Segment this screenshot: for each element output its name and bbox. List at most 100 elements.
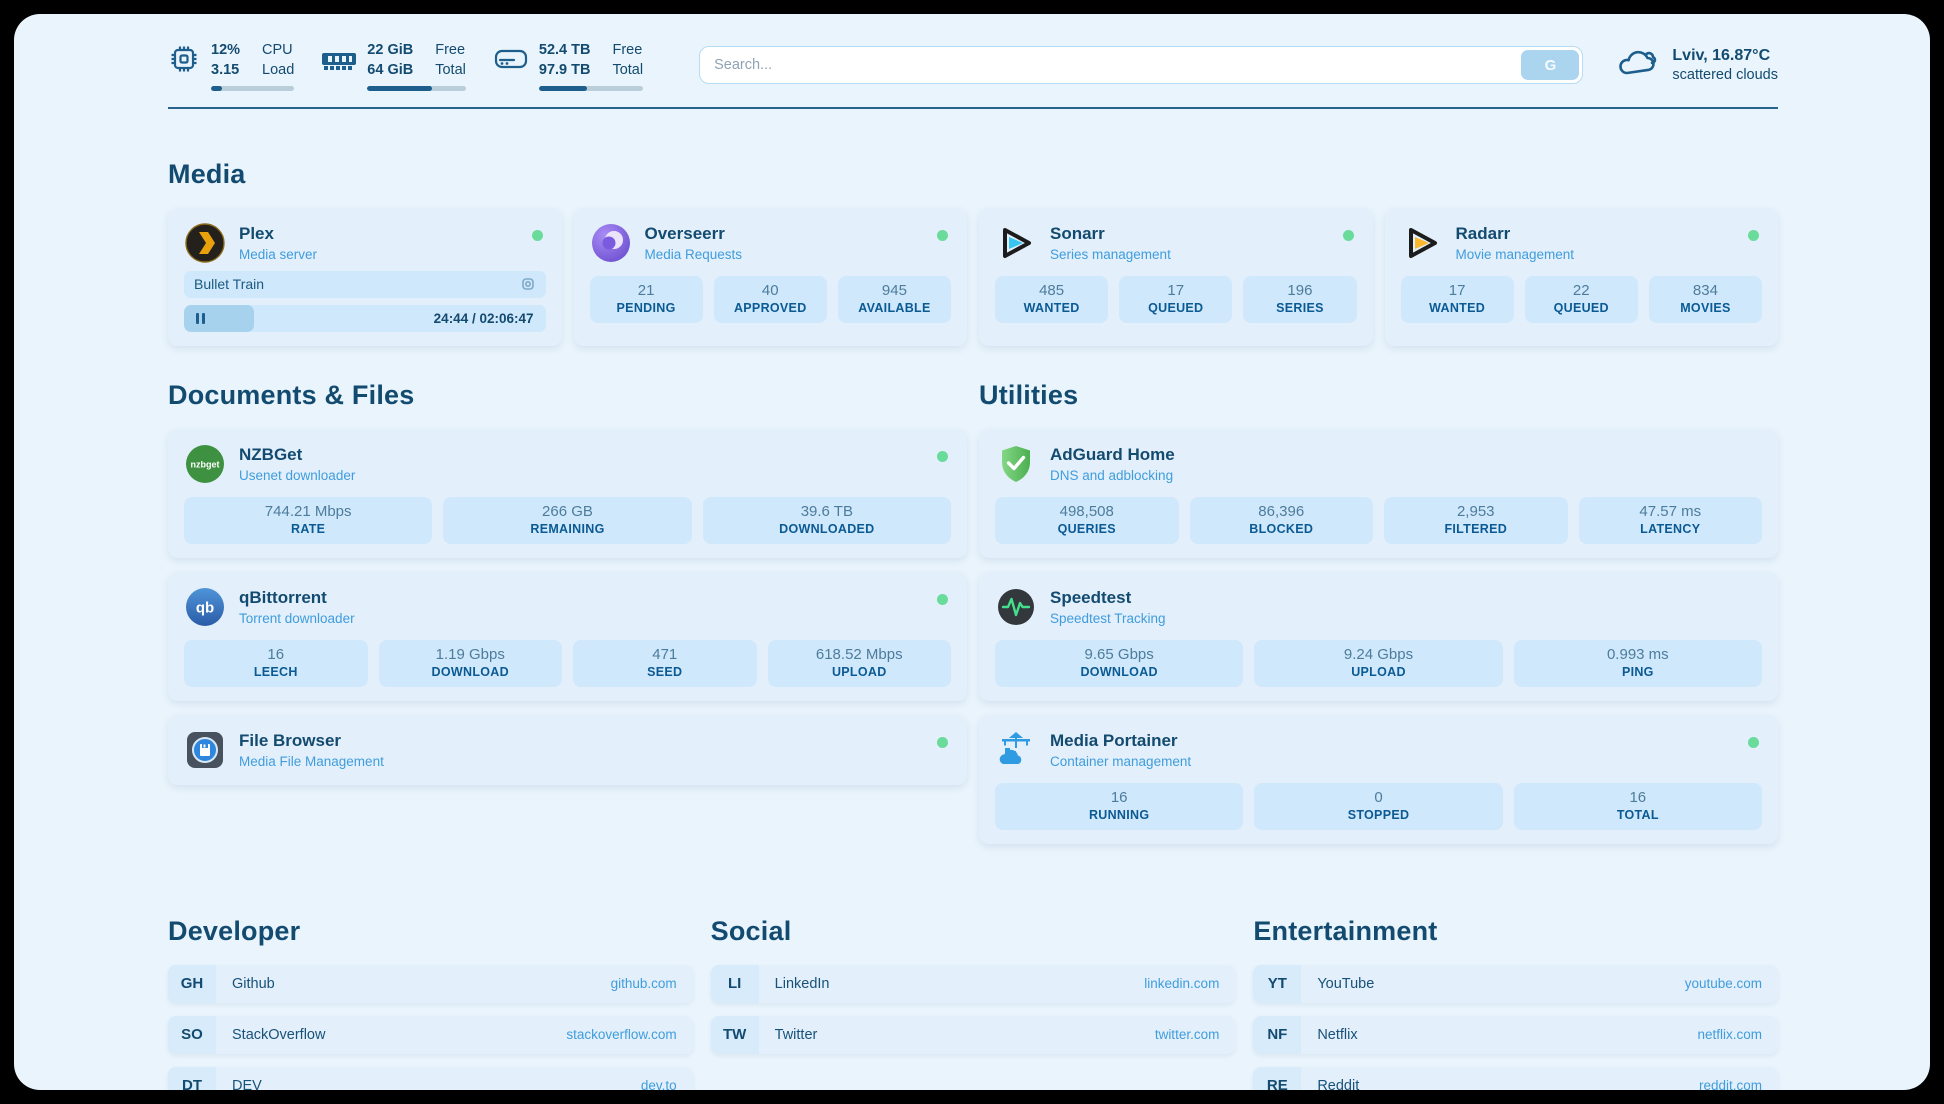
- svg-text:qb: qb: [196, 599, 214, 616]
- qbittorrent-stat-leech: 16 LEECH: [184, 639, 368, 687]
- portainer-icon: [995, 729, 1037, 771]
- cloud-icon: [1617, 45, 1659, 86]
- ram-free-value: 22 GiB: [367, 42, 414, 58]
- adguard-stat-blocked: 86,396 BLOCKED: [1189, 496, 1373, 544]
- reddit-badge: RE: [1253, 1066, 1302, 1090]
- qbittorrent-subtitle: Torrent downloader: [239, 610, 355, 626]
- portainer-name: Media Portainer: [1050, 730, 1178, 750]
- settings-icon[interactable]: [520, 276, 536, 292]
- weather-condition: scattered clouds: [1672, 67, 1778, 84]
- plex-playback-time: 24:44 / 02:06:47: [433, 310, 534, 326]
- radarr-name: Radarr: [1455, 223, 1511, 243]
- section-title-developer: Developer: [168, 915, 301, 946]
- link-github[interactable]: GH Github github.com: [168, 964, 693, 1003]
- speedtest-subtitle: Speedtest Tracking: [1050, 610, 1166, 626]
- search-input[interactable]: [700, 57, 1583, 74]
- sonarr-stat-series: 196 SERIES: [1243, 275, 1357, 323]
- section-title-documents: Documents & Files: [168, 379, 415, 410]
- overseerr-stat-pending: 21 PENDING: [589, 275, 703, 323]
- link-netflix[interactable]: NF Netflix netflix.com: [1253, 1015, 1778, 1054]
- disk-progress-track: [538, 85, 644, 91]
- disk-label1: Free: [612, 42, 643, 58]
- speedtest-card[interactable]: Speedtest Speedtest Tracking 9.65 Gbps D…: [979, 571, 1778, 701]
- adguard-stat-filtered: 2,953 FILTERED: [1384, 496, 1568, 544]
- search-engine-button[interactable]: G: [1521, 50, 1580, 81]
- radarr-card[interactable]: Radarr Movie management 17 WANTED 22 QUE…: [1384, 207, 1778, 346]
- speedtest-stat-ping: 0.993 ms PING: [1513, 639, 1762, 687]
- overseerr-stat-approved: 40 APPROVED: [713, 275, 827, 323]
- link-reddit[interactable]: RE Reddit reddit.com: [1253, 1066, 1778, 1090]
- linkedin-badge: LI: [710, 964, 759, 1003]
- plex-status-dot: [531, 229, 543, 241]
- search-bar: G: [699, 46, 1584, 85]
- link-stackoverflow[interactable]: SO StackOverflow stackoverflow.com: [168, 1015, 693, 1054]
- plex-progress-fill: [184, 304, 255, 332]
- qbittorrent-stat-upload: 618.52 Mbps UPLOAD: [767, 639, 951, 687]
- weather-widget: Lviv, 16.87°C scattered clouds: [1617, 45, 1778, 86]
- nzbget-stat-rate: 744.21 Mbps RATE: [184, 496, 433, 544]
- plex-card[interactable]: Plex Media server Bullet Train: [168, 207, 562, 346]
- youtube-badge: YT: [1253, 964, 1302, 1003]
- overseerr-status-dot: [937, 229, 948, 241]
- qbittorrent-status-dot: [937, 593, 948, 605]
- qbittorrent-stat-download: 1.19 Gbps DOWNLOAD: [378, 639, 562, 687]
- filebrowser-card[interactable]: File Browser Media File Management: [168, 714, 967, 785]
- portainer-stat-total: 16 TOTAL: [1513, 782, 1762, 830]
- link-dev[interactable]: DT DEV dev.to: [168, 1066, 693, 1090]
- svg-text:nzbget: nzbget: [191, 459, 220, 469]
- sonarr-stat-wanted: 485 WANTED: [995, 275, 1109, 323]
- overseerr-card[interactable]: Overseerr Media Requests 21 PENDING 40 A…: [573, 207, 967, 346]
- ram-label1: Free: [435, 42, 466, 58]
- cpu-label2: Load: [262, 62, 295, 79]
- portainer-card[interactable]: Media Portainer Container management 16 …: [979, 714, 1778, 844]
- plex-progress-bar: 24:44 / 02:06:47: [184, 304, 546, 332]
- sonarr-icon: [995, 222, 1037, 264]
- qbittorrent-card[interactable]: qb qBittorrent Torrent downloader 16 LEE…: [168, 571, 967, 701]
- nzbget-subtitle: Usenet downloader: [239, 467, 356, 483]
- adguard-subtitle: DNS and adblocking: [1050, 467, 1174, 483]
- sonarr-card[interactable]: Sonarr Series management 485 WANTED 17 Q…: [979, 207, 1373, 346]
- documents-column: Documents & Files nzbget NZBGet: [168, 346, 967, 799]
- section-title-entertainment: Entertainment: [1253, 915, 1438, 946]
- link-twitter[interactable]: TW Twitter twitter.com: [710, 1015, 1236, 1054]
- nzbget-stat-downloaded: 39.6 TB DOWNLOADED: [702, 496, 951, 544]
- filebrowser-subtitle: Media File Management: [239, 753, 384, 769]
- ram-label2: Total: [435, 62, 466, 79]
- speedtest-name: Speedtest: [1050, 587, 1132, 607]
- link-youtube[interactable]: YT YouTube youtube.com: [1253, 964, 1778, 1003]
- nzbget-card[interactable]: nzbget NZBGet Usenet downloader 744.21 M…: [168, 428, 967, 558]
- utilities-column: Utilities: [979, 346, 1778, 858]
- top-bar: 12% 3.15 CPU Load: [168, 40, 1778, 91]
- adguard-icon: [995, 443, 1037, 485]
- dashboard-page: 12% 3.15 CPU Load: [14, 14, 1930, 1090]
- filebrowser-icon: [184, 729, 226, 771]
- section-title-social: Social: [710, 915, 792, 946]
- adguard-card[interactable]: AdGuard Home DNS and adblocking 498,508 …: [979, 428, 1778, 558]
- overseerr-name: Overseerr: [644, 223, 725, 243]
- adguard-stat-latency: 47.57 ms LATENCY: [1578, 496, 1762, 544]
- pause-icon[interactable]: [196, 312, 205, 324]
- qbittorrent-name: qBittorrent: [239, 587, 327, 607]
- radarr-subtitle: Movie management: [1455, 246, 1575, 262]
- ram-progress-fill: [367, 85, 433, 91]
- cpu-progress-fill: [211, 85, 222, 91]
- portainer-status-dot: [1748, 736, 1759, 748]
- dev-badge: DT: [168, 1066, 216, 1090]
- portainer-subtitle: Container management: [1050, 753, 1192, 769]
- speedtest-icon: [995, 586, 1037, 628]
- nzbget-name: NZBGet: [239, 444, 303, 464]
- ram-progress-track: [367, 85, 466, 91]
- github-badge: GH: [168, 964, 216, 1003]
- portainer-stat-stopped: 0 STOPPED: [1254, 782, 1503, 830]
- cpu-stat-widget: 12% 3.15 CPU Load: [168, 40, 295, 91]
- speedtest-stat-upload: 9.24 Gbps UPLOAD: [1254, 639, 1503, 687]
- radarr-icon: [1401, 222, 1443, 264]
- ram-icon: [322, 40, 357, 80]
- qbittorrent-stat-seed: 471 SEED: [573, 639, 757, 687]
- section-title-utilities: Utilities: [979, 379, 1079, 410]
- cpu-progress-track: [211, 85, 295, 91]
- ram-stat-widget: 22 GiB 64 GiB Free Total: [322, 40, 466, 91]
- sonarr-status-dot: [1342, 229, 1354, 241]
- disk-label2: Total: [612, 62, 644, 79]
- link-linkedin[interactable]: LI LinkedIn linkedin.com: [710, 964, 1236, 1003]
